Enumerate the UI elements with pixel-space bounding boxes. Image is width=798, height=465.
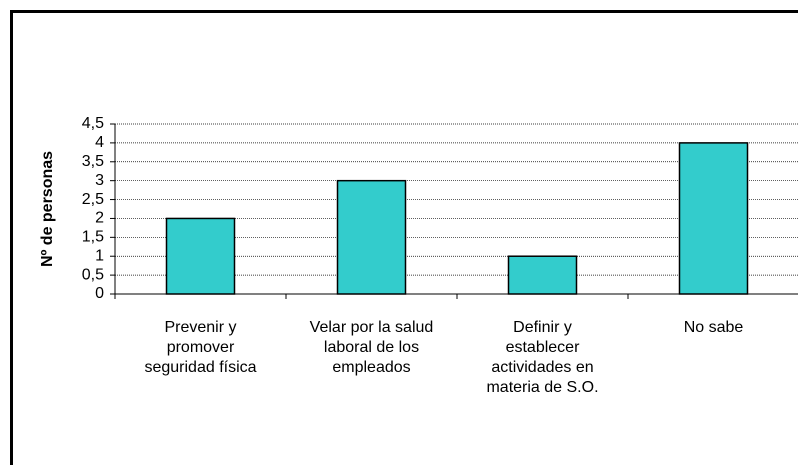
y-tick-label: 1: [95, 247, 104, 264]
bar: [507, 255, 578, 295]
y-tick-label: 4,5: [82, 115, 104, 132]
x-tick-label: No sabe: [683, 319, 744, 336]
y-tick-label: 0,5: [82, 266, 104, 283]
bar: [165, 217, 236, 295]
y-tick-label: 4: [95, 134, 104, 151]
y-tick-label: 2: [95, 210, 104, 227]
bar: [678, 142, 749, 295]
x-tick-label: Prevenir y promover seguridad física: [144, 319, 257, 376]
y-axis-title: Nº de personas: [39, 151, 56, 267]
y-tick-label: 0: [95, 285, 104, 302]
bar: [336, 179, 407, 295]
x-tick-label: Velar por la salud laboral de los emplea…: [309, 319, 434, 376]
y-tick-label: 3: [95, 172, 104, 189]
y-tick-label: 3,5: [82, 153, 104, 170]
x-tick-label: Definir y establecer actividades en mate…: [486, 319, 599, 396]
y-tick-label: 2,5: [82, 191, 104, 208]
chart-border: [10, 10, 798, 465]
y-tick-label: 1,5: [82, 229, 104, 246]
